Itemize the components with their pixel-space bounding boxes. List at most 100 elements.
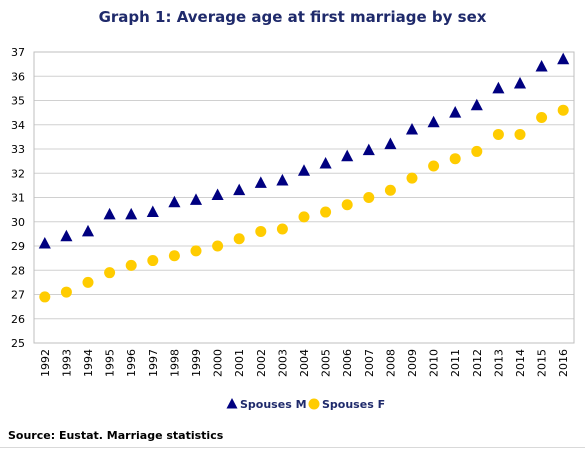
x-tick-label: 1994 [82, 349, 95, 377]
y-tick-label: 35 [11, 95, 25, 108]
point-spouses-f [341, 199, 353, 211]
point-spouses-f [39, 291, 51, 303]
point-spouses-f [104, 267, 116, 279]
point-spouses-f [384, 184, 396, 196]
y-tick-label: 27 [11, 289, 25, 302]
y-tick-label: 30 [11, 216, 25, 229]
legend: Spouses M Spouses F [226, 398, 385, 411]
point-spouses-f [255, 225, 267, 237]
legend-label-spouses-f: Spouses F [322, 398, 385, 411]
x-tick-label: 2002 [255, 349, 268, 377]
point-spouses-m [384, 137, 397, 150]
point-spouses-m [168, 195, 181, 208]
y-tick-label: 25 [11, 337, 25, 350]
point-spouses-m [60, 229, 73, 242]
point-spouses-f [449, 153, 461, 165]
x-tick-label: 2008 [384, 349, 397, 377]
point-spouses-f [125, 259, 137, 271]
legend-label-spouses-m: Spouses M [240, 398, 307, 411]
y-axis-ticks: 25 26 27 28 29 30 31 32 33 34 35 36 37 [11, 46, 25, 350]
point-spouses-m [81, 224, 95, 237]
x-tick-label: 1995 [104, 349, 117, 377]
y-tick-label: 36 [11, 70, 25, 83]
y-tick-label: 33 [11, 143, 25, 156]
point-spouses-m [125, 207, 138, 220]
x-tick-label: 2011 [449, 349, 462, 377]
x-tick-label: 2014 [514, 349, 527, 377]
x-tick-label: 2012 [471, 349, 484, 377]
point-spouses-m [513, 76, 527, 89]
x-tick-label: 1996 [125, 349, 138, 377]
point-spouses-f [212, 240, 224, 252]
x-tick-label: 2016 [557, 349, 570, 377]
x-tick-label: 2006 [341, 349, 354, 377]
point-spouses-m [38, 236, 51, 249]
x-tick-label: 2005 [320, 349, 333, 377]
point-spouses-m [362, 143, 375, 156]
point-spouses-f [82, 276, 94, 288]
point-spouses-m [470, 98, 483, 111]
point-spouses-f [60, 286, 72, 298]
x-tick-label: 1999 [190, 349, 203, 377]
point-spouses-f [276, 223, 288, 235]
data-marks [38, 52, 570, 303]
point-spouses-f [471, 145, 483, 157]
legend-marker-spouses-m [226, 398, 238, 409]
y-tick-label: 31 [11, 192, 25, 205]
x-tick-label: 2013 [492, 349, 505, 377]
point-spouses-f [363, 192, 375, 203]
point-spouses-f [168, 250, 180, 262]
point-spouses-f [233, 233, 245, 245]
point-spouses-m [189, 193, 203, 205]
x-tick-label: 1992 [39, 349, 52, 377]
point-spouses-m [233, 183, 246, 196]
y-tick-label: 29 [11, 240, 25, 253]
plot-frame [33, 51, 575, 344]
point-spouses-f [428, 160, 440, 172]
point-spouses-m [492, 81, 505, 94]
point-spouses-m [254, 176, 267, 188]
x-tick-label: 2003 [276, 349, 289, 377]
point-spouses-f [536, 111, 548, 123]
x-tick-label: 1998 [168, 349, 181, 377]
point-spouses-f [320, 206, 332, 218]
y-tick-label: 26 [11, 313, 25, 326]
chart-title: Graph 1: Average age at first marriage b… [98, 8, 487, 26]
x-tick-label: 2001 [233, 349, 246, 377]
point-spouses-f [492, 128, 504, 140]
point-spouses-m [146, 205, 159, 217]
point-spouses-m [405, 123, 419, 135]
point-spouses-f [190, 245, 202, 257]
legend-marker-spouses-f [308, 398, 320, 410]
point-spouses-f [514, 128, 526, 140]
point-spouses-f [147, 255, 159, 267]
y-tick-label: 37 [11, 46, 25, 59]
point-spouses-m [319, 156, 332, 169]
x-tick-label: 1993 [60, 349, 73, 377]
bottom-divider [0, 447, 585, 448]
x-tick-label: 1997 [147, 349, 160, 377]
y-tick-label: 32 [11, 167, 25, 180]
point-spouses-f [406, 172, 418, 184]
point-spouses-m [211, 188, 224, 201]
x-tick-label: 2007 [363, 349, 376, 377]
point-spouses-m [535, 59, 548, 72]
gridlines [33, 51, 575, 344]
y-tick-label: 34 [11, 119, 25, 132]
point-spouses-f [557, 104, 569, 116]
point-spouses-m [103, 207, 116, 220]
point-spouses-m [276, 173, 289, 186]
point-spouses-f [298, 211, 310, 223]
source-note: Source: Eustat. Marriage statistics [8, 429, 224, 442]
point-spouses-m [297, 164, 311, 176]
point-spouses-m [449, 106, 462, 118]
x-tick-label: 2004 [298, 349, 311, 377]
x-tick-label: 2015 [536, 349, 549, 377]
y-tick-label: 28 [11, 264, 25, 277]
point-spouses-m [427, 115, 440, 128]
x-tick-label: 2009 [406, 349, 419, 377]
point-spouses-m [557, 52, 570, 65]
x-tick-label: 2000 [212, 349, 225, 377]
x-tick-label: 2010 [428, 349, 441, 377]
